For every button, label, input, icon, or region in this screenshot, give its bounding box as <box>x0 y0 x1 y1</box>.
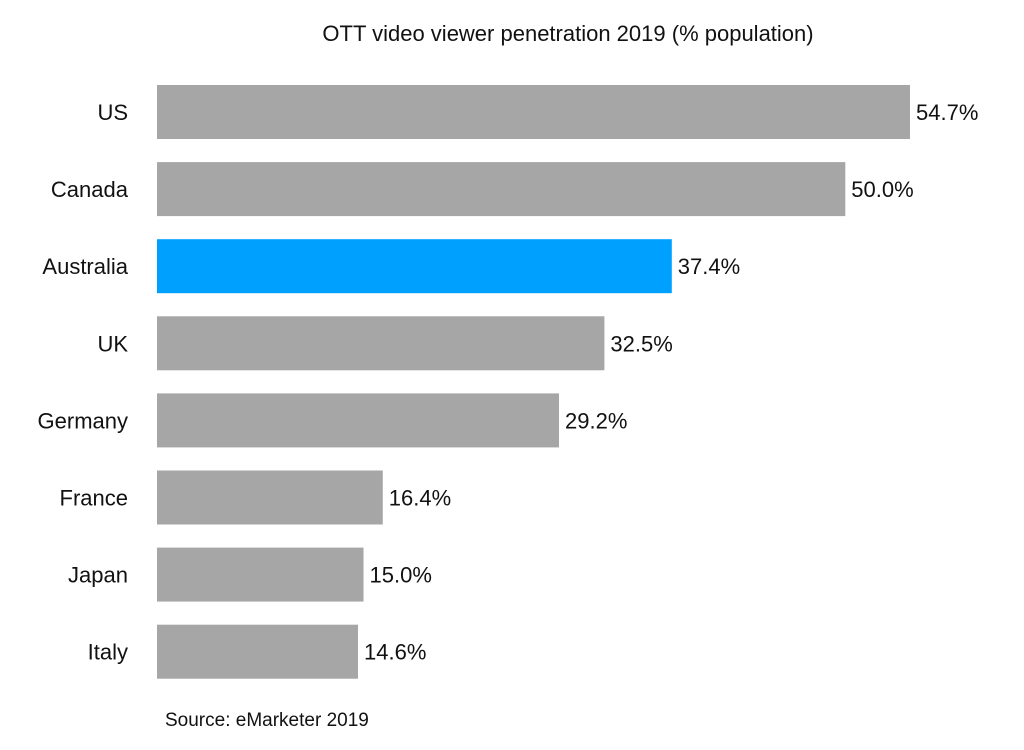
value-label-canada: 50.0% <box>851 177 913 202</box>
category-label-australia: Australia <box>42 254 128 279</box>
bars-layer: US 54.7% Canada 50.0% Australia 37.4% UK 32.5% G… <box>38 85 978 679</box>
category-label-canada: Canada <box>51 177 129 202</box>
category-label-uk: UK <box>97 331 128 356</box>
chart-title: OTT video viewer penetration 2019 (% pop… <box>322 21 813 46</box>
bar-uk <box>157 316 605 371</box>
category-label-japan: Japan <box>68 563 128 588</box>
value-label-france: 16.4% <box>389 486 451 511</box>
bar-australia <box>157 239 672 294</box>
category-label-france: France <box>60 486 128 511</box>
bar-us <box>157 85 910 139</box>
bar-france <box>157 470 383 525</box>
bar-japan <box>157 547 364 602</box>
source-note: Source: eMarketer 2019 <box>165 710 369 731</box>
value-label-australia: 37.4% <box>678 254 740 279</box>
category-label-germany: Germany <box>38 408 128 433</box>
category-label-italy: Italy <box>88 640 128 665</box>
bar-italy <box>157 624 358 679</box>
value-label-japan: 15.0% <box>370 563 432 588</box>
category-label-us: US <box>97 100 128 125</box>
bar-germany <box>157 393 559 448</box>
value-label-italy: 14.6% <box>364 640 426 665</box>
bar-canada <box>157 162 846 217</box>
value-label-germany: 29.2% <box>565 408 627 433</box>
value-label-uk: 32.5% <box>610 331 672 356</box>
value-label-us: 54.7% <box>916 100 978 125</box>
